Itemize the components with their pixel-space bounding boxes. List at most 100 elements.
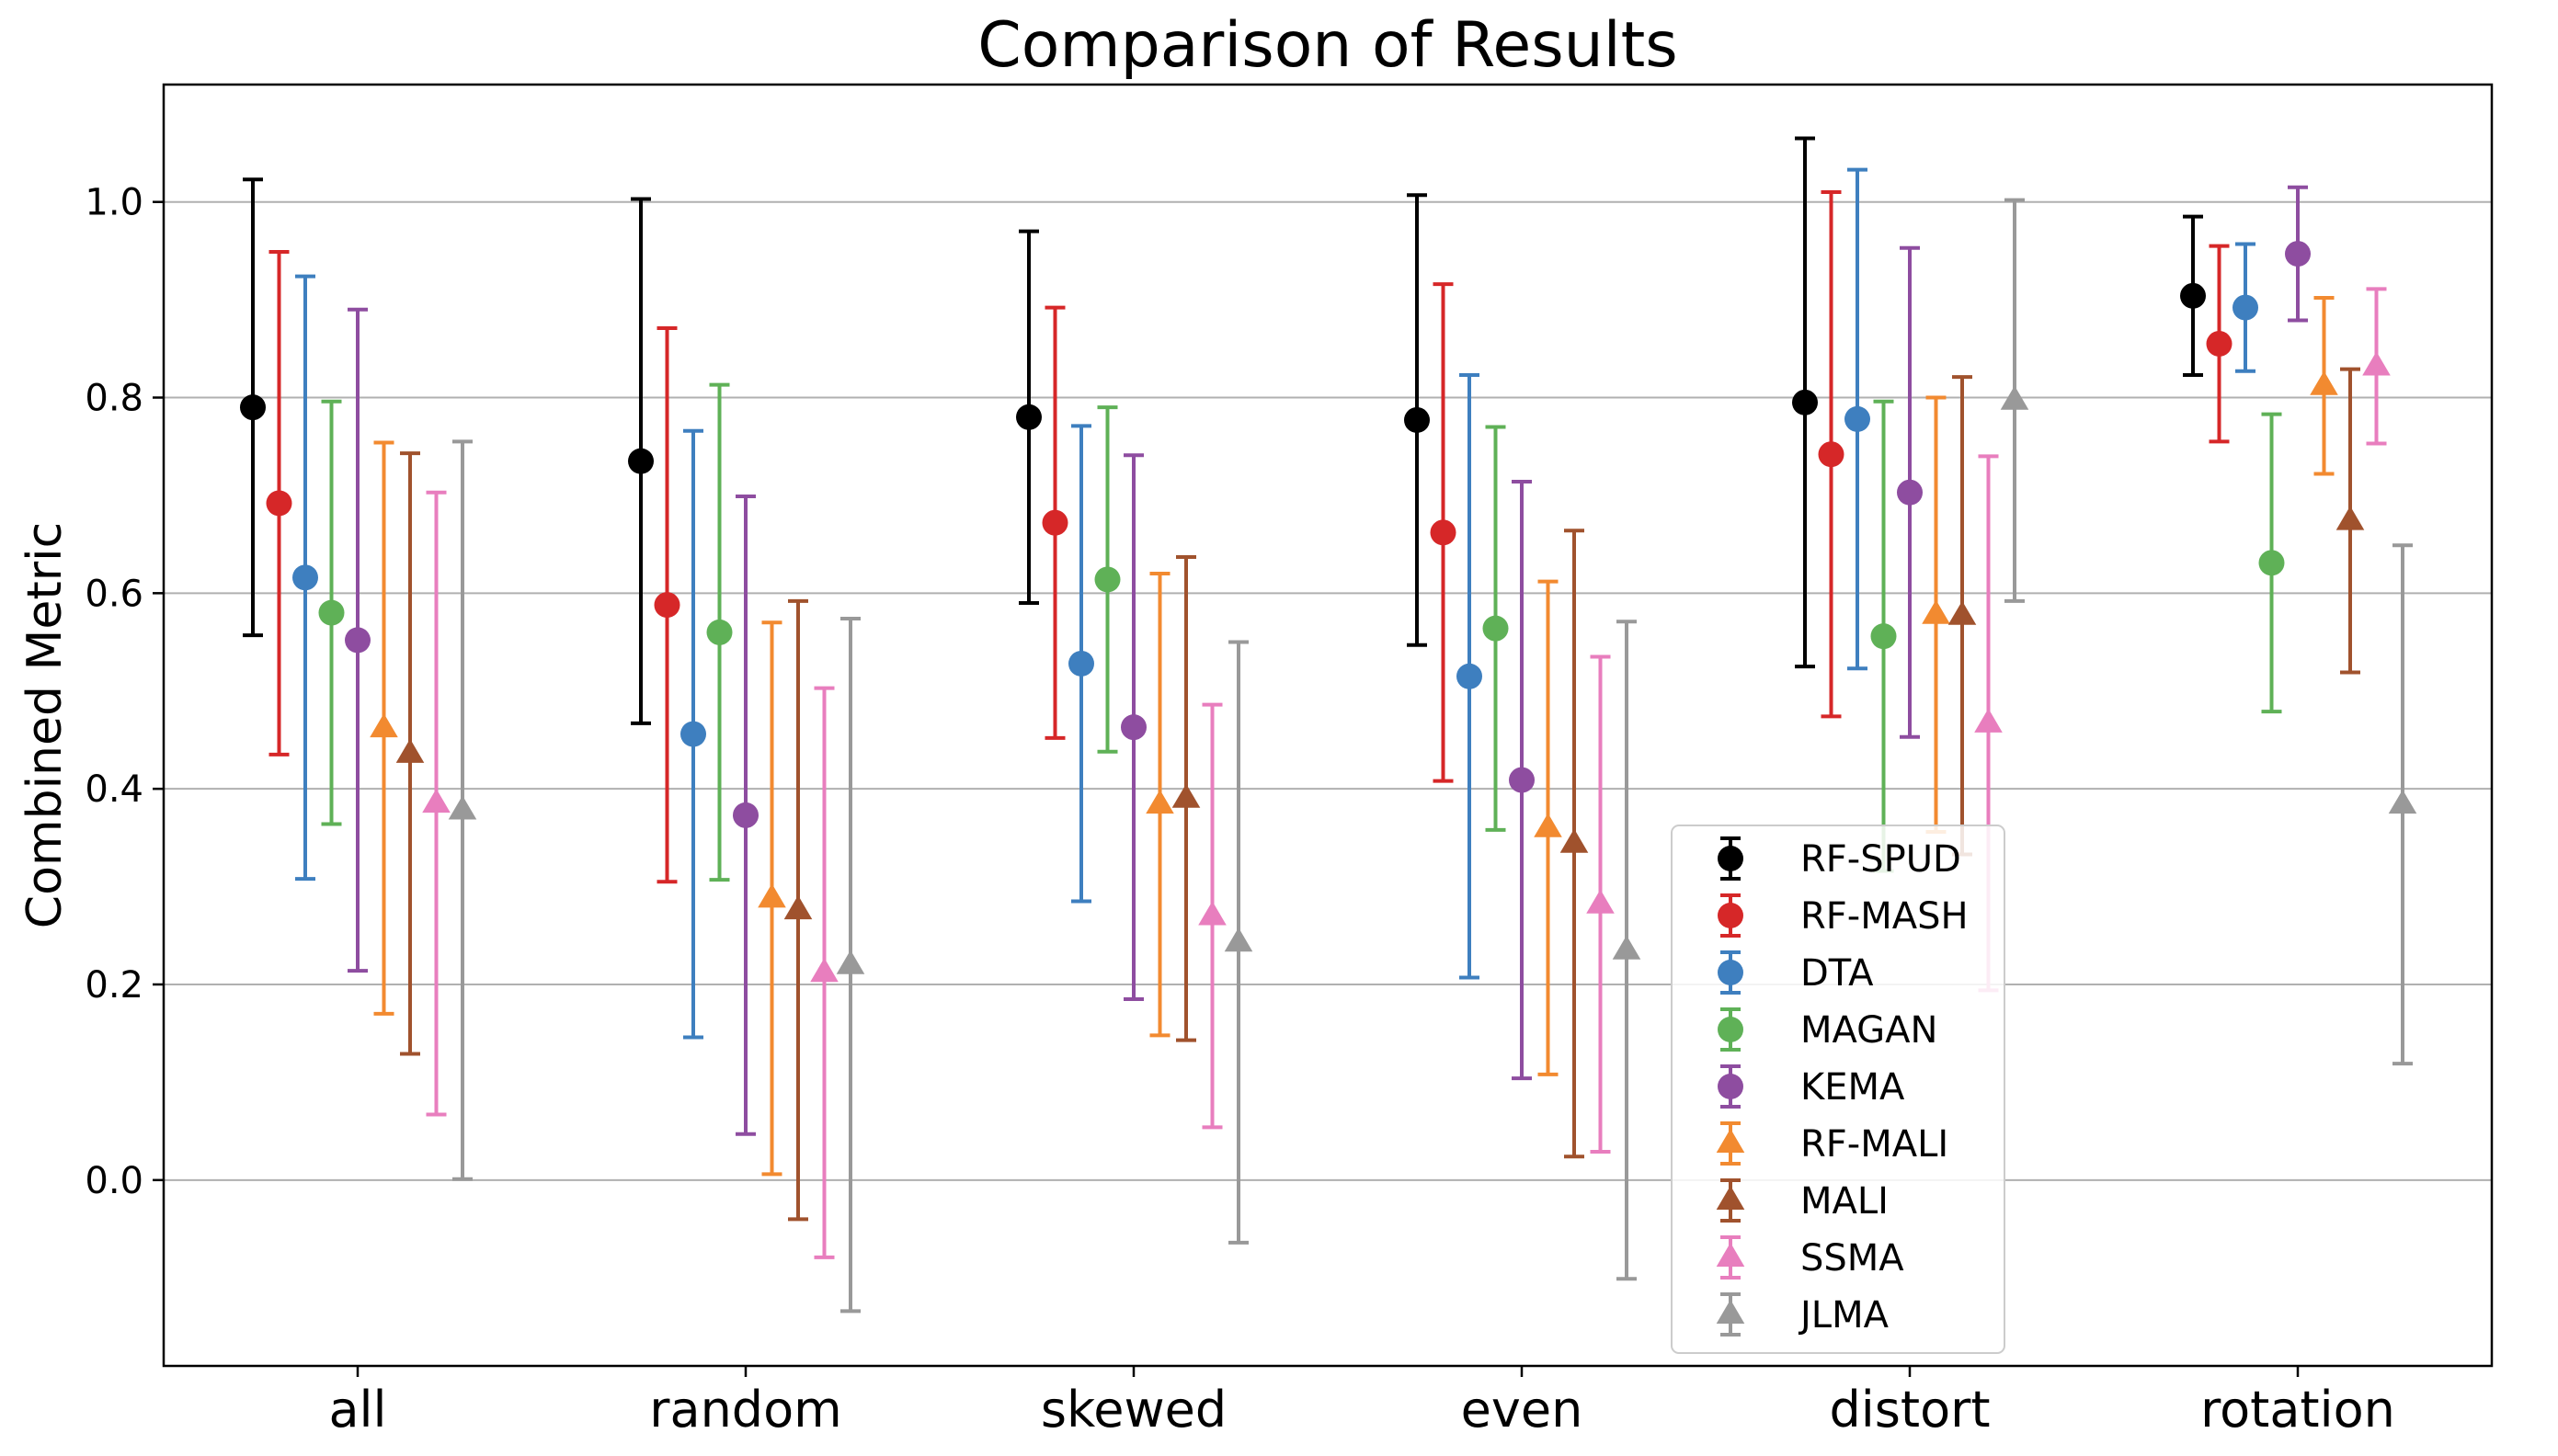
series-rf-mali [370,295,2338,1177]
data-point [422,789,451,813]
legend-item: JLMA [1716,1292,1890,1337]
legend-label: RF-SPUD [1800,838,1961,881]
legend-marker [1718,1017,1743,1042]
data-point [1171,783,1201,808]
legend-label: RF-MASH [1800,895,1969,938]
data-point [1586,889,1615,914]
data-point [1947,600,1977,625]
data-point [1456,663,1482,689]
data-point [1922,599,1950,624]
data-point [733,802,759,828]
data-point [1818,441,1844,468]
data-point [2233,294,2258,321]
series-dta [292,167,2258,1040]
y-tick-label: 0.4 [85,768,143,811]
data-point [2335,506,2365,530]
series-ssma [422,287,2391,1259]
legend-label: DTA [1800,952,1874,995]
legend-label: KEMA [1800,1066,1905,1109]
series-group [240,136,2417,1314]
series-rf-spud [240,136,2206,725]
data-point [448,795,477,820]
legend-marker [1718,903,1743,928]
data-point [1844,405,1870,432]
data-point [628,448,654,474]
legend-marker [1718,960,1743,985]
y-tick-label: 0.0 [85,1160,143,1202]
series-rf-mash [266,190,2233,884]
plot-area [162,83,2494,1368]
data-point [1198,901,1227,926]
data-point [1559,828,1589,853]
data-point [654,592,680,619]
series-jlma [448,198,2417,1314]
data-point [240,394,266,421]
data-point [370,713,398,738]
y-axis: 0.0 0.2 0.4 0.6 0.8 1.0 [85,182,164,1202]
y-tick-label: 0.2 [85,964,143,1007]
data-point [1016,404,1042,430]
data-point [1482,615,1509,642]
data-point [345,627,371,654]
data-point [1094,566,1121,593]
legend-label: MAGAN [1800,1009,1937,1052]
y-tick-label: 1.0 [85,182,143,224]
legend-marker [1718,846,1743,871]
data-point [1792,389,1818,415]
data-point [1224,927,1253,952]
legend: RF-SPUD RF-MASH DTA MAGAN KEMA RF-MALI MALI SSM… [1671,825,2005,1354]
legend-label: MALI [1800,1180,1889,1223]
data-point [2206,330,2233,357]
y-tick-label: 0.6 [85,573,143,615]
data-point [2310,370,2338,395]
legend-label: RF-MALI [1800,1123,1948,1166]
y-tick-label: 0.8 [85,378,143,420]
data-point [680,721,706,747]
legend-marker [1716,1242,1745,1267]
legend-item: MAGAN [1718,1007,1937,1052]
x-tick-label: skewed [1041,1381,1227,1439]
data-point [318,599,345,626]
data-point [2000,385,2029,410]
data-point [2285,241,2311,267]
legend-label: JLMA [1798,1294,1890,1337]
data-point [1430,519,1456,546]
legend-item: KEMA [1718,1064,1905,1109]
legend-box [1671,825,2005,1354]
data-point [1121,714,1147,741]
x-tick-label: random [649,1381,841,1439]
legend-item: SSMA [1716,1235,1904,1280]
x-tick-label: distort [1830,1381,1991,1439]
y-axis-label: Combined Metric [17,522,73,928]
data-point [758,883,786,908]
series-mali [395,367,2365,1222]
x-tick-label: all [328,1381,386,1439]
data-point [1509,767,1535,793]
legend-marker [1716,1299,1745,1324]
data-point [1146,790,1174,814]
legend-item: RF-SPUD [1718,836,1961,881]
legend-marker [1716,1185,1745,1210]
legend-marker [1718,1074,1743,1099]
data-point [810,958,839,983]
data-point [2258,550,2285,576]
data-point [1404,406,1430,433]
data-point [292,564,318,591]
data-point [2388,790,2417,814]
data-point [266,490,292,517]
data-point [1612,935,1641,960]
data-point [1068,650,1094,677]
legend-item: RF-MALI [1716,1121,1948,1166]
data-point [836,950,865,974]
series-kema [345,185,2311,1136]
data-point [2180,282,2206,309]
data-point [1897,479,1923,506]
data-point [2362,351,2391,376]
data-point [1974,708,2003,733]
legend-item: RF-MASH [1718,893,1969,938]
x-tick-label: even [1461,1381,1583,1439]
data-point [395,738,425,763]
data-point [1870,623,1897,650]
